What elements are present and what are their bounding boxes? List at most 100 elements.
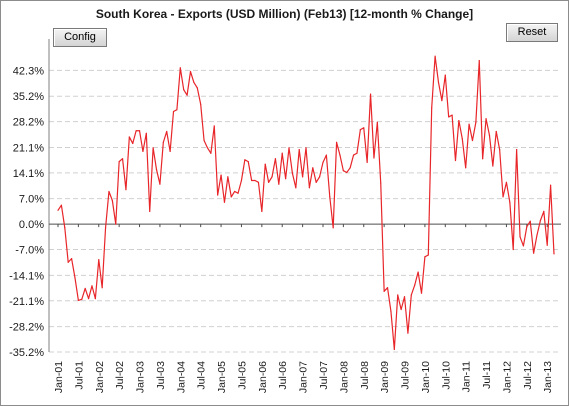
data-point — [420, 292, 423, 294]
data-point — [288, 147, 290, 149]
x-tick-label: Jul-06 — [277, 361, 289, 390]
data-point — [502, 196, 504, 198]
data-point — [193, 81, 195, 84]
data-point — [291, 172, 294, 174]
data-point — [240, 179, 243, 182]
data-point — [149, 210, 151, 212]
y-tick-label: 14.1% — [13, 168, 44, 180]
y-tick-label: 35.2% — [13, 91, 44, 103]
data-point — [505, 181, 508, 183]
data-point — [176, 109, 178, 111]
data-point — [159, 183, 161, 185]
data-point — [363, 127, 365, 129]
data-point — [121, 158, 124, 160]
data-point — [448, 116, 450, 118]
x-tick-label: Jul-11 — [481, 361, 493, 389]
data-point — [162, 141, 164, 143]
data-point — [383, 290, 385, 292]
data-point — [196, 87, 198, 89]
data-point — [183, 89, 185, 91]
x-tick-label: Jul-03 — [155, 361, 167, 390]
data-point — [87, 297, 90, 300]
data-point — [322, 161, 324, 163]
data-point — [325, 154, 327, 156]
data-point — [135, 130, 137, 132]
config-button[interactable]: Config — [53, 28, 107, 47]
data-point — [522, 245, 525, 247]
data-point — [203, 139, 205, 142]
x-tick-label: Jan-11 — [461, 361, 473, 392]
data-point — [533, 252, 535, 254]
data-point — [118, 161, 120, 163]
data-point — [101, 287, 103, 289]
x-tick-label: Jan-09 — [379, 361, 391, 393]
x-tick-label: Jan-02 — [94, 361, 106, 393]
data-point — [298, 149, 300, 151]
data-point — [257, 181, 260, 183]
data-point — [98, 259, 100, 261]
data-point — [335, 141, 338, 143]
data-point — [138, 130, 141, 132]
data-point — [509, 201, 511, 203]
data-point — [434, 55, 436, 57]
data-point — [410, 294, 412, 296]
data-point — [230, 196, 232, 198]
data-point — [512, 248, 514, 251]
y-tick-label: -7.0% — [15, 245, 44, 257]
data-point — [206, 147, 209, 149]
data-point — [104, 227, 107, 229]
data-point — [407, 332, 409, 334]
data-point — [478, 60, 480, 62]
data-point — [210, 152, 212, 154]
data-point — [431, 107, 433, 109]
data-point — [485, 118, 487, 120]
data-point — [468, 123, 470, 125]
data-point — [278, 183, 280, 185]
x-tick-label: Jul-04 — [196, 361, 208, 390]
data-point — [186, 94, 188, 96]
data-point — [94, 297, 96, 300]
data-point — [400, 308, 402, 311]
data-point — [397, 294, 399, 296]
data-point — [237, 192, 239, 194]
data-point — [64, 227, 66, 229]
data-point — [369, 93, 372, 95]
data-point — [427, 254, 429, 256]
data-point — [281, 152, 283, 154]
data-point — [499, 149, 501, 151]
data-point — [77, 299, 79, 302]
x-tick-label: Jul-05 — [236, 361, 248, 390]
data-point — [145, 132, 147, 134]
x-tick-label: Jul-10 — [440, 361, 452, 390]
data-point — [390, 310, 392, 312]
data-point — [373, 157, 375, 159]
x-tick-label: Jul-07 — [318, 361, 330, 390]
data-point — [234, 190, 236, 193]
data-point — [393, 348, 395, 351]
data-point — [172, 110, 175, 113]
y-tick-label: -28.2% — [9, 322, 44, 334]
reset-button[interactable]: Reset — [506, 23, 558, 42]
data-point — [492, 165, 494, 167]
data-point — [308, 187, 310, 189]
x-tick-label: Jan-03 — [135, 361, 147, 393]
data-point — [91, 285, 93, 287]
data-point — [441, 99, 443, 102]
x-tick-label: Jan-06 — [257, 361, 269, 393]
data-point — [546, 244, 548, 246]
data-point — [166, 130, 168, 133]
data-point — [125, 189, 127, 191]
data-point — [332, 227, 334, 229]
data-point — [543, 210, 545, 212]
data-point — [550, 184, 552, 186]
data-point — [516, 149, 518, 151]
y-tick-label: 0.0% — [19, 219, 44, 231]
data-point — [349, 167, 351, 169]
data-point — [488, 134, 491, 136]
data-point — [152, 147, 154, 149]
data-point — [115, 223, 117, 225]
data-point — [274, 158, 277, 160]
x-tick-label: Jan-13 — [542, 361, 554, 393]
data-point — [271, 176, 273, 178]
